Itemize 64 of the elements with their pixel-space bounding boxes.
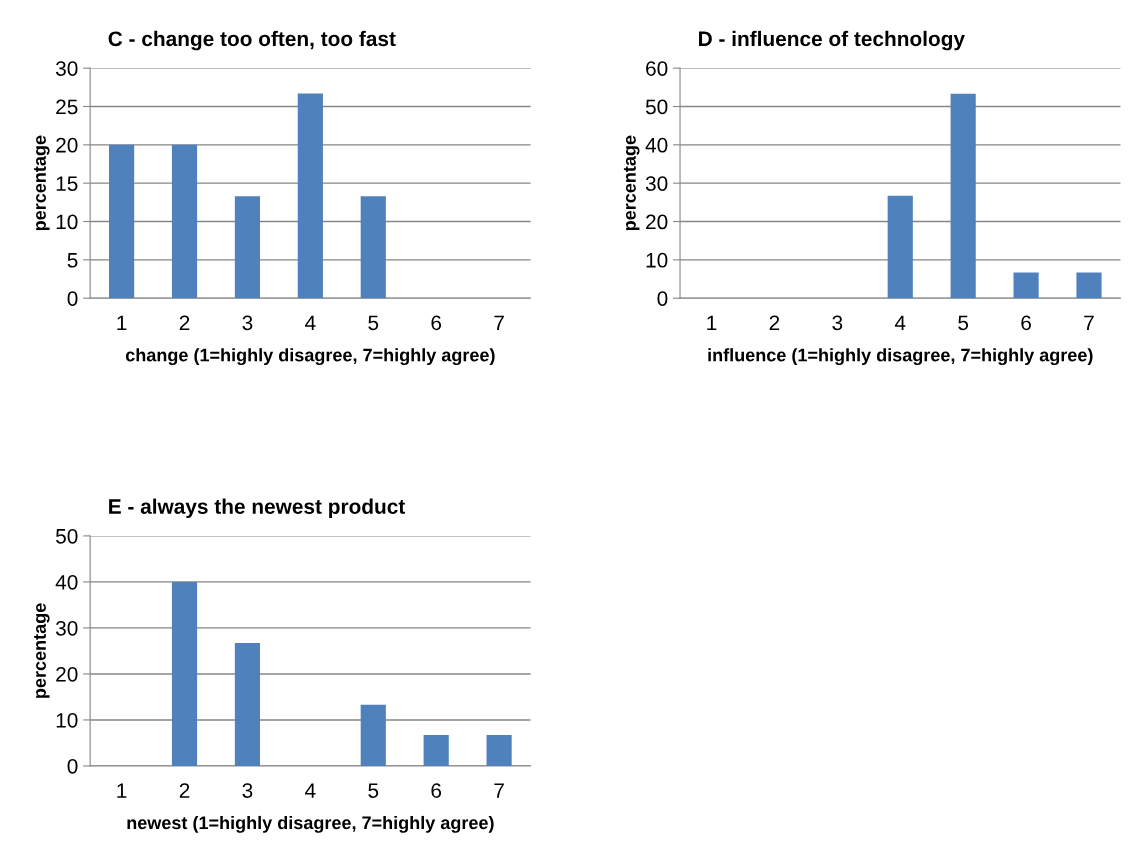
bar <box>297 93 323 299</box>
x-tick-label: 2 <box>179 783 190 798</box>
x-axis-title: influence (1=highly disagree, 7=highly agree) <box>708 348 1093 366</box>
x-tick-label: 4 <box>894 315 906 330</box>
bar <box>360 196 386 299</box>
bar <box>171 581 198 766</box>
bar <box>1076 272 1102 299</box>
y-tick-label: 50 <box>645 99 668 115</box>
y-tick-label: 25 <box>56 99 78 115</box>
bar <box>887 195 913 299</box>
bar <box>360 704 386 766</box>
x-axis-title: newest (1=highly disagree, 7=highly agree) <box>127 815 494 833</box>
x-tick-label: 1 <box>707 315 717 330</box>
chart-title: C - change too often, too fast <box>108 30 396 51</box>
y-tick-label: 10 <box>646 252 668 268</box>
y-tick-label: 20 <box>646 214 668 230</box>
bar <box>423 735 449 766</box>
y-axis-title: percentage <box>34 603 50 698</box>
y-tick-label: 60 <box>646 61 668 76</box>
y-tick-label: 40 <box>55 574 78 590</box>
x-tick-label: 5 <box>368 315 379 331</box>
x-tick-label: 6 <box>1021 315 1031 331</box>
x-tick-label: 6 <box>431 783 442 798</box>
x-tick-label: 7 <box>494 783 504 798</box>
bar <box>234 643 261 766</box>
y-tick-label: 10 <box>56 712 78 728</box>
x-tick-label: 5 <box>958 315 969 331</box>
x-tick-label: 4 <box>305 783 316 798</box>
x-tick-label: 1 <box>117 783 127 798</box>
x-tick-label: 2 <box>179 315 190 330</box>
y-tick-label: 0 <box>67 291 78 306</box>
x-tick-label: 4 <box>305 315 316 330</box>
chart-title: D - influence of technology <box>699 30 965 51</box>
bar <box>171 144 198 299</box>
y-axis-title: percentage <box>34 135 50 231</box>
y-tick-label: 0 <box>657 291 668 306</box>
y-tick-label: 50 <box>56 528 78 544</box>
x-tick-label: 6 <box>431 315 442 331</box>
y-tick-label: 30 <box>645 176 668 191</box>
y-tick-label: 15 <box>56 176 78 191</box>
x-tick-label: 5 <box>368 783 379 798</box>
y-tick-label: 20 <box>56 666 78 682</box>
y-tick-label: 20 <box>56 137 78 153</box>
y-tick-label: 30 <box>55 61 78 76</box>
x-tick-label: 7 <box>1084 315 1094 330</box>
y-tick-label: 30 <box>55 620 78 636</box>
x-tick-label: 2 <box>769 315 780 330</box>
x-tick-label: 3 <box>832 315 843 331</box>
x-tick-label: 7 <box>494 315 504 330</box>
y-axis-title: percentage <box>623 135 640 231</box>
x-tick-label: 3 <box>242 315 253 331</box>
y-tick-label: 40 <box>645 137 668 153</box>
chart-title: E - always the newest product <box>109 498 406 519</box>
y-tick-label: 10 <box>56 214 78 230</box>
x-axis-title: change (1=highly disagree, 7=highly agree) <box>125 348 495 366</box>
bar <box>109 144 135 299</box>
bar <box>1013 272 1039 299</box>
bar <box>234 196 261 299</box>
y-tick-label: 0 <box>67 758 78 774</box>
bar <box>950 93 976 299</box>
bar <box>486 735 512 766</box>
x-tick-label: 1 <box>117 315 127 330</box>
x-tick-label: 3 <box>242 783 253 798</box>
y-tick-label: 5 <box>67 253 78 268</box>
